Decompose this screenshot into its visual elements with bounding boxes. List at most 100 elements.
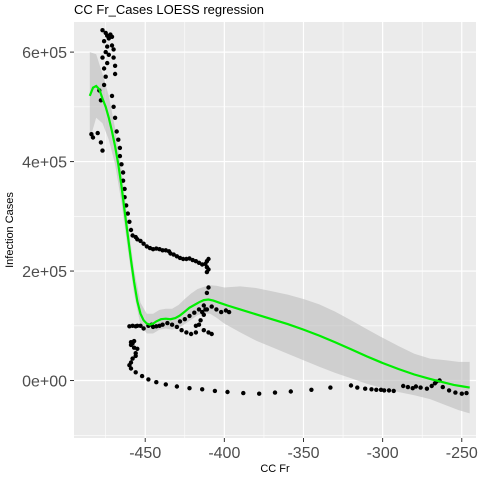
data-point — [101, 82, 107, 88]
x-tick-label: -300 — [367, 445, 399, 462]
data-point — [109, 34, 115, 39]
data-point — [138, 238, 143, 244]
data-point — [135, 346, 140, 351]
data-point — [209, 304, 214, 309]
data-point — [174, 324, 180, 330]
data-point — [204, 307, 210, 312]
data-point — [226, 309, 232, 315]
y-axis-ticks: 0e+00 2e+05 4e+05 6e+05 — [22, 45, 74, 391]
data-point — [446, 388, 452, 393]
data-point — [328, 385, 333, 390]
data-point — [204, 269, 210, 275]
data-point — [122, 186, 127, 192]
data-point — [363, 386, 368, 391]
data-point — [101, 39, 107, 44]
data-point — [120, 170, 126, 175]
data-point — [309, 387, 314, 392]
data-point — [117, 153, 123, 159]
data-point — [188, 331, 194, 337]
data-point — [453, 390, 458, 395]
loess-smooth-line — [88, 84, 470, 389]
x-tick-label: -350 — [287, 445, 319, 462]
data-point — [112, 71, 118, 77]
data-point — [241, 390, 246, 396]
data-point — [424, 386, 430, 391]
data-point — [204, 290, 210, 296]
data-point — [117, 145, 123, 151]
data-point — [401, 383, 406, 389]
data-point — [105, 44, 110, 49]
data-point — [95, 130, 100, 136]
data-point — [111, 55, 116, 60]
confidence-band — [89, 52, 470, 414]
data-point — [212, 388, 218, 394]
data-point — [139, 373, 145, 379]
data-point — [386, 388, 392, 393]
data-point — [382, 388, 387, 393]
data-point — [355, 385, 360, 390]
data-point — [165, 320, 170, 326]
data-point — [209, 331, 214, 337]
x-axis-label: CC Fr — [260, 463, 290, 475]
data-point — [105, 60, 110, 66]
data-points — [89, 28, 469, 396]
data-point — [200, 309, 205, 315]
data-point — [90, 135, 96, 140]
data-point — [391, 388, 396, 394]
data-point — [103, 49, 108, 55]
chart-title: CC Fr_Cases LOESS regression — [74, 2, 264, 17]
data-point — [141, 241, 146, 246]
data-point — [206, 256, 211, 262]
data-point — [103, 74, 108, 79]
data-point — [405, 384, 411, 390]
data-point — [440, 384, 445, 390]
data-point — [116, 137, 121, 142]
data-point — [133, 353, 138, 359]
data-point — [219, 309, 224, 315]
data-point — [459, 391, 464, 396]
data-point — [100, 28, 105, 33]
x-tick-label: -450 — [129, 445, 161, 462]
data-point — [128, 366, 134, 371]
data-point — [418, 385, 423, 390]
data-point — [100, 55, 105, 60]
data-point — [109, 93, 115, 99]
y-axis-label: Infection Cases — [4, 192, 16, 268]
data-point — [120, 178, 126, 183]
data-point — [348, 383, 354, 388]
data-point — [133, 370, 138, 375]
data-point — [127, 363, 132, 368]
data-point — [288, 389, 293, 394]
data-point — [160, 248, 165, 253]
data-point — [128, 340, 134, 345]
data-point — [272, 390, 278, 395]
data-point — [201, 328, 206, 333]
data-point — [111, 104, 116, 110]
data-point — [187, 386, 192, 391]
data-point — [154, 380, 159, 385]
data-point — [181, 256, 186, 262]
data-point — [369, 387, 374, 392]
data-point — [196, 307, 202, 312]
data-point — [257, 391, 262, 396]
data-point — [141, 326, 146, 331]
data-point — [374, 387, 379, 392]
data-point — [112, 115, 118, 121]
x-axis-ticks: -450 -400 -350 -300 -250 — [129, 438, 478, 462]
data-point — [127, 324, 132, 329]
data-point — [174, 384, 180, 389]
data-point — [114, 129, 119, 134]
y-tick-label: 0e+00 — [22, 374, 67, 391]
data-point — [128, 227, 134, 233]
data-point — [201, 303, 206, 308]
data-point — [98, 140, 104, 145]
data-point — [169, 322, 175, 327]
y-tick-label: 4e+05 — [22, 155, 67, 172]
data-point — [100, 148, 105, 153]
data-point — [146, 377, 151, 382]
data-point — [193, 323, 199, 328]
data-point — [193, 330, 199, 335]
data-point — [192, 310, 197, 315]
y-tick-label: 2e+05 — [22, 264, 67, 281]
